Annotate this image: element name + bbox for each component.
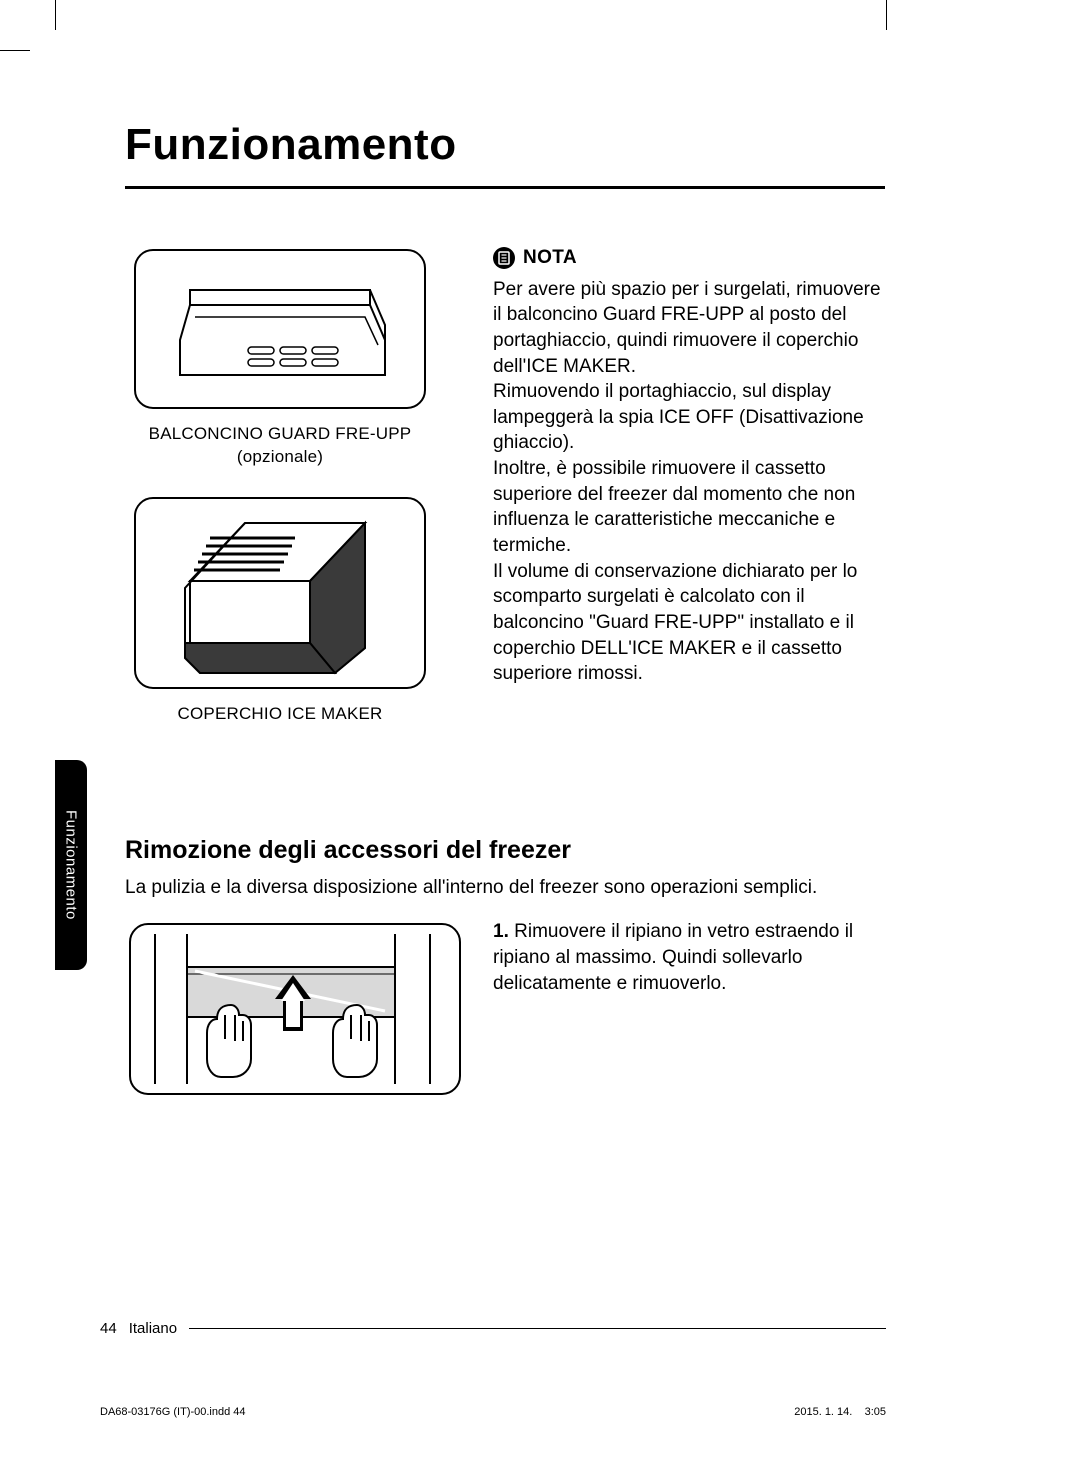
imprint-time: 3:05 xyxy=(865,1406,886,1418)
note-icon xyxy=(493,247,515,269)
caption-line: BALCONCINO GUARD FRE-UPP xyxy=(149,424,412,443)
figure-caption: BALCONCINO GUARD FRE-UPP (opzionale) xyxy=(125,423,435,469)
nota-column: NOTA Per avere più spazio per i surgelat… xyxy=(493,245,885,726)
crop-mark xyxy=(55,0,56,30)
nota-body: Per avere più spazio per i surgelati, ri… xyxy=(493,277,885,687)
imprint-row: DA68-03176G (IT)-00.indd 44 2015. 1. 14.… xyxy=(100,1406,886,1418)
side-tab-label: Funzionamento xyxy=(63,810,80,920)
page: Funzionamento xyxy=(0,0,1080,1476)
figure-shelf-removal xyxy=(125,919,465,1104)
figures-column: BALCONCINO GUARD FRE-UPP (opzionale) xyxy=(125,245,465,726)
side-tab: Funzionamento xyxy=(55,760,87,970)
caption-line: (opzionale) xyxy=(237,447,323,466)
crop-mark xyxy=(886,0,887,30)
nota-header: NOTA xyxy=(493,245,885,271)
imprint-right: 2015. 1. 14. 3:05 xyxy=(794,1406,886,1418)
nota-label: NOTA xyxy=(523,245,577,271)
imprint-date: 2015. 1. 14. xyxy=(794,1406,852,1418)
upper-columns: BALCONCINO GUARD FRE-UPP (opzionale) xyxy=(125,245,885,726)
language-label: Italiano xyxy=(129,1320,177,1337)
step-text-block: 1. Rimuovere il ripiano in vetro estraen… xyxy=(493,919,885,1104)
step-row: 1. Rimuovere il ripiano in vetro estraen… xyxy=(125,919,885,1104)
page-number: 44 xyxy=(100,1320,117,1337)
page-title: Funzionamento xyxy=(125,120,885,180)
footer: 44 Italiano xyxy=(100,1320,886,1337)
step-number: 1. xyxy=(493,921,509,942)
title-rule xyxy=(125,186,885,189)
footer-rule xyxy=(189,1328,886,1329)
section-heading: Rimozione degli accessori del freezer xyxy=(125,836,885,865)
step-text: Rimuovere il ripiano in vetro estraendo … xyxy=(493,921,853,993)
imprint-left: DA68-03176G (IT)-00.indd 44 xyxy=(100,1406,246,1418)
crop-mark xyxy=(0,50,30,51)
figure-caption: COPERCHIO ICE MAKER xyxy=(125,703,435,726)
figure-ice-maker-cover: COPERCHIO ICE MAKER xyxy=(125,493,435,726)
figure-balconcino: BALCONCINO GUARD FRE-UPP (opzionale) xyxy=(125,245,435,469)
section-intro: La pulizia e la diversa disposizione all… xyxy=(125,875,885,902)
content-area: Funzionamento xyxy=(125,120,885,1104)
